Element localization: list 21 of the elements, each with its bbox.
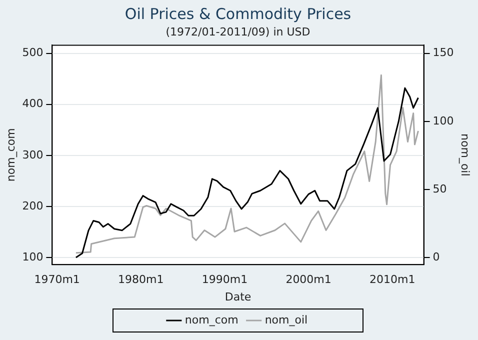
x-tick-label: 1970m1 — [34, 273, 80, 286]
y2-tick-label: 0 — [432, 250, 440, 264]
y2-tick-label: 150 — [432, 46, 454, 60]
legend-label: nom_com — [184, 313, 238, 326]
y2-tick-label: 100 — [432, 114, 454, 128]
x-tick-label: 1990m1 — [202, 273, 248, 286]
y-tick-label: 100 — [22, 250, 44, 264]
x-tick-label: 2010m1 — [370, 273, 416, 286]
chart-title: Oil Prices & Commodity Prices — [124, 4, 352, 23]
y-tick-label: 300 — [22, 148, 44, 162]
y-tick-label: 500 — [22, 46, 44, 60]
chart-subtitle: (1972/01-2011/09) in USD — [166, 25, 310, 38]
x-tick-label: 2000m1 — [286, 273, 332, 286]
y-tick-label: 400 — [22, 97, 44, 110]
legend-label: nom_oil — [264, 313, 308, 326]
y2-axis-title: nom_oil — [458, 134, 472, 176]
y2-tick-label: 50 — [432, 182, 447, 196]
x-axis-title: Date — [224, 290, 252, 304]
y-tick-label: 200 — [22, 199, 44, 212]
x-tick-label: 1980m1 — [118, 273, 164, 286]
y-axis-title: nom_com — [4, 128, 18, 182]
